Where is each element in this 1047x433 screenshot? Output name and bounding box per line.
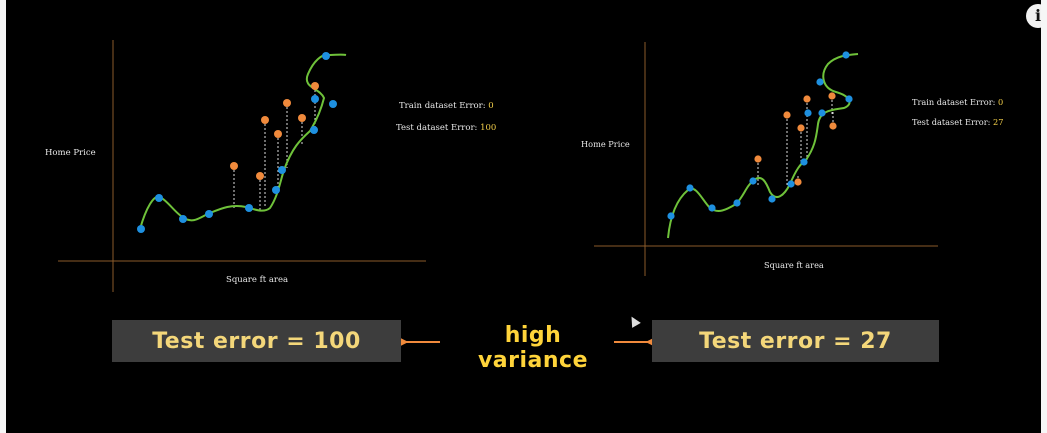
info-icon[interactable]: i [1026, 4, 1041, 28]
right-chart: Home Price Square ft area Train dataset … [581, 42, 1003, 276]
right-test-points [754, 92, 837, 186]
left-test-error: Test dataset Error: 100 [396, 123, 496, 133]
left-y-label: Home Price [45, 148, 96, 158]
left-x-label: Square ft area [226, 275, 288, 285]
video-frame: i [6, 0, 1041, 433]
right-y-label: Home Price [581, 139, 630, 149]
left-train-error: Train dataset Error: 0 [399, 101, 494, 111]
right-x-label: Square ft area [764, 260, 824, 270]
right-train-points [667, 51, 853, 220]
left-test-points [230, 82, 319, 180]
left-chart: Home Price Square ft area Train dataset … [45, 40, 496, 292]
slide-canvas: Home Price Square ft area Train dataset … [45, 40, 1003, 348]
high-variance-label: high variance [477, 323, 589, 373]
left-train-points [137, 52, 337, 233]
left-test-error-box: Test error = 100 [112, 320, 401, 362]
left-fit-curve [139, 53, 347, 230]
right-test-error: Test dataset Error: 27 [912, 117, 1003, 127]
right-test-error-box: Test error = 27 [652, 320, 939, 362]
right-train-error: Train dataset Error: 0 [912, 97, 1003, 107]
right-fit-curve [667, 53, 859, 239]
